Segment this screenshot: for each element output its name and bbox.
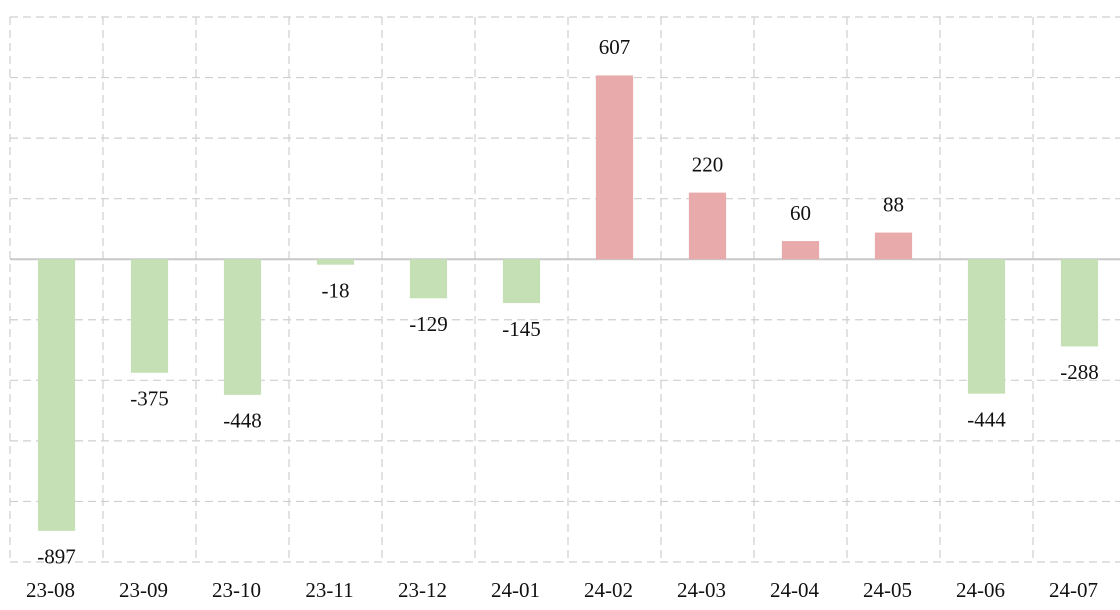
bar	[595, 75, 634, 260]
x-tick-label: 24-01	[491, 578, 540, 602]
data-label: -145	[502, 317, 541, 341]
data-label: -18	[322, 278, 350, 302]
data-label: -448	[223, 409, 262, 433]
x-tick-label: 23-08	[26, 578, 75, 602]
data-label: -129	[409, 312, 448, 336]
x-tick-label: 24-02	[584, 578, 633, 602]
bar	[223, 259, 262, 395]
bar	[130, 259, 169, 373]
data-label: 607	[599, 35, 631, 59]
bar	[874, 232, 913, 260]
x-tick-label: 24-03	[677, 578, 726, 602]
bar	[37, 259, 76, 531]
x-tick-label: 23-09	[119, 578, 168, 602]
x-tick-label: 24-05	[863, 578, 912, 602]
bar	[502, 259, 541, 304]
bar	[409, 259, 448, 299]
bar	[781, 241, 820, 260]
bar	[967, 259, 1006, 394]
data-label: 60	[790, 201, 811, 225]
data-label: -897	[37, 545, 76, 569]
x-tick-label: 24-06	[956, 578, 1005, 602]
bar	[1060, 259, 1099, 347]
x-tick-label: 23-11	[305, 578, 353, 602]
data-label: -375	[130, 387, 169, 411]
data-label: 88	[883, 192, 904, 216]
data-label: -288	[1060, 360, 1099, 384]
bar	[688, 192, 727, 260]
x-tick-label: 23-12	[398, 578, 447, 602]
x-tick-label: 24-04	[770, 578, 819, 602]
x-tick-label: 24-07	[1049, 578, 1098, 602]
data-label: 220	[692, 152, 724, 176]
bar	[316, 259, 355, 265]
x-tick-label: 23-10	[212, 578, 261, 602]
data-label: -444	[967, 407, 1006, 431]
